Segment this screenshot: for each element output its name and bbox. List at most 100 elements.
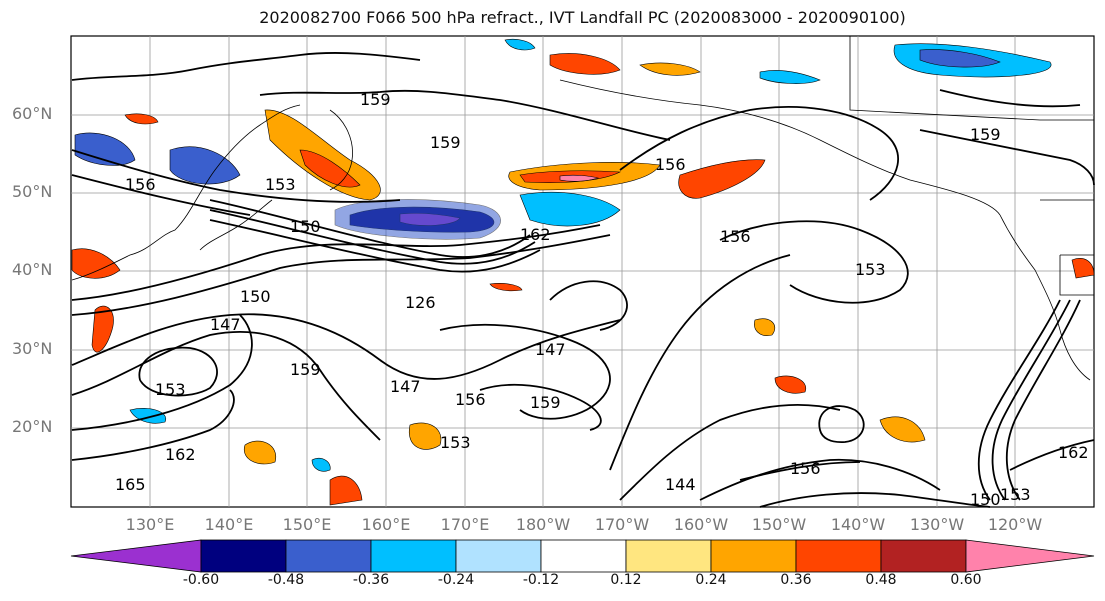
negative-anomaly-alaska (504, 38, 536, 51)
colorbar-tick-label: 0.12 (610, 572, 642, 588)
latitude-label: 30°N (12, 339, 53, 358)
contour-label: 159 (290, 360, 321, 379)
longitude-label: 120°W (987, 515, 1043, 534)
colorbar-tick-label: -0.12 (522, 572, 560, 588)
contour-159-mid (479, 383, 602, 431)
positive-anomaly-east-3 (754, 318, 776, 336)
contour-label: 156 (125, 175, 156, 194)
contour-high-east (818, 405, 865, 443)
contour-153-north (71, 174, 251, 216)
positive-anomaly-south-2 (329, 475, 363, 506)
canada-border (849, 36, 1094, 121)
colorbar-swatch (540, 539, 627, 573)
contour-147-east (609, 254, 791, 471)
colorbar-tick-label: 0.36 (780, 572, 812, 588)
longitude-label: 150°E (282, 515, 332, 534)
colorbar-tick-label: -0.48 (267, 572, 305, 588)
contour-153-low (138, 346, 218, 397)
contour-jet-2 (209, 209, 536, 265)
negative-anomaly-small-1 (759, 70, 821, 84)
latitude-label: 60°N (12, 104, 53, 123)
contour-150-east (699, 458, 941, 501)
latitude-label: 40°N (12, 260, 53, 279)
contour-label: 162 (1058, 443, 1089, 462)
longitude-label: 140°E (204, 515, 254, 534)
colorbar-tick-label: -0.60 (182, 572, 220, 588)
colorbar-tick-label: 0.48 (865, 572, 897, 588)
contour-label: 153 (855, 260, 886, 279)
longitude-label: 130°E (125, 515, 175, 534)
contour-label: 147 (210, 315, 241, 334)
positive-anomaly-west-coast (91, 305, 114, 353)
contour-156-north (71, 149, 401, 203)
contour-162 (71, 314, 253, 431)
coastlines (71, 36, 1094, 381)
longitude-label: 170°E (440, 515, 490, 534)
contour-label-group: 159 159 159 156 156 156 153 153 150 150 … (115, 90, 1089, 509)
positive-anomaly-pink (559, 174, 600, 182)
contour-mid-loop (549, 280, 628, 331)
colorbar-tick-label: 0.24 (695, 572, 727, 588)
positive-anomaly-south-3 (243, 440, 277, 465)
contour-159-north (259, 89, 671, 141)
colorbar-swatch (710, 539, 797, 573)
colorbar-swatch (370, 539, 457, 573)
positive-anomaly-bering (549, 53, 621, 75)
colorbar-tick-label: 0.60 (950, 572, 982, 588)
us-state-lines (1040, 199, 1094, 296)
contour-147-mid (439, 323, 611, 420)
contour-150-jet (71, 224, 601, 301)
longitude-label: 180°W (515, 515, 571, 534)
colorbar-swatch (880, 539, 967, 573)
contour-label: 156 (790, 459, 821, 478)
contour-label: 126 (405, 293, 436, 312)
contour-159-south (71, 331, 381, 441)
latitude-label: 50°N (12, 182, 53, 201)
map-frame (70, 35, 1095, 508)
negative-anomaly-mid (519, 191, 621, 227)
colorbar-swatch (285, 539, 372, 573)
contour-label: 159 (530, 393, 561, 412)
positive-anomaly-south-1 (408, 422, 442, 450)
colorbar-swatch-low-arrow (70, 539, 202, 573)
colorbar (70, 539, 1095, 573)
colorbar-tick-label: -0.24 (437, 572, 475, 588)
contour-162-se (1009, 439, 1095, 471)
positive-anomaly-sierra (1071, 258, 1095, 279)
height-contours (71, 52, 1095, 508)
positive-anomaly-east-1 (774, 375, 807, 394)
contour-label: 165 (115, 475, 146, 494)
japan-coast (199, 199, 273, 251)
contour-label: 153 (1000, 485, 1031, 504)
contour-coastal-1 (977, 299, 1061, 501)
colorbar-swatch (455, 539, 542, 573)
longitude-label: 160°W (673, 515, 729, 534)
contour-label: 153 (155, 380, 186, 399)
contour-label: 156 (455, 390, 486, 409)
colorbar-swatch (625, 539, 712, 573)
contour-156-south (71, 313, 621, 380)
contour-label: 156 (655, 155, 686, 174)
asia-coast (71, 104, 301, 281)
positive-anomaly-west-edge (71, 248, 121, 279)
contour-153-east (719, 220, 909, 304)
negative-anomaly-small-3 (129, 408, 167, 424)
contour-159-arctic (71, 52, 421, 81)
contour-ne-1 (939, 89, 1081, 108)
colorbar-swatch (200, 539, 287, 573)
contour-label: 159 (430, 133, 461, 152)
positive-anomaly-midlat (489, 283, 523, 292)
longitude-label: 140°W (830, 515, 886, 534)
contour-label: 153 (440, 433, 471, 452)
colorbar-swatch (795, 539, 882, 573)
contour-label: 159 (360, 90, 391, 109)
alaska-coast (559, 79, 1001, 216)
negative-anomaly-ne-core (919, 49, 1001, 68)
contour-label: 159 (970, 125, 1001, 144)
contour-jet-1 (209, 199, 531, 258)
contour-coastal-3 (1005, 299, 1081, 501)
colorbar-tick-label: -0.36 (352, 572, 390, 588)
colorbar-swatch-high-arrow (965, 539, 1095, 573)
contour-label: 156 (720, 227, 751, 246)
